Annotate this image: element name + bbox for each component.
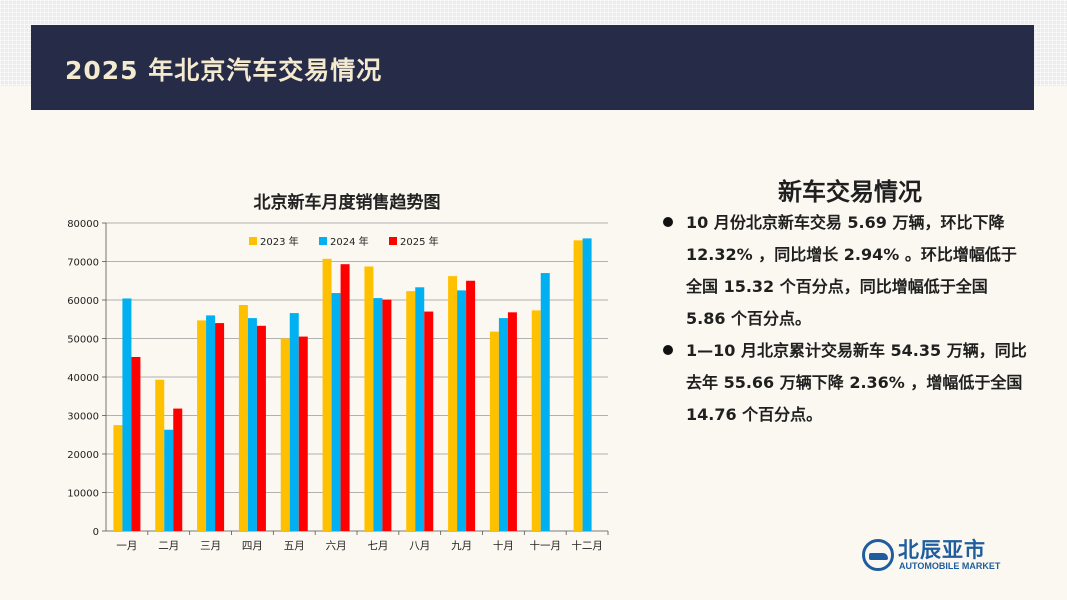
y-tick-label: 0 (93, 527, 99, 538)
bar (406, 291, 416, 531)
y-tick-label: 10000 (67, 489, 99, 500)
bar (457, 290, 467, 531)
bullet-item: 1—10 月北京累计交易新车 54.35 万辆，同比去年 55.66 万辆下降 … (662, 335, 1032, 431)
bar (122, 298, 132, 531)
x-tick-label: 七月 (367, 540, 388, 552)
bar (573, 240, 583, 531)
chart-svg: 北京新车月度销售趋势图 0 10000 20000 30000 40000 50000 600… (67, 192, 609, 552)
section-title: 新车交易情况 (778, 178, 922, 206)
bar (256, 325, 266, 531)
bar (206, 315, 216, 531)
bar (424, 311, 434, 531)
legend-label: 2023 年 (260, 235, 299, 248)
logo-name: 北辰亚市 (898, 538, 986, 562)
bar (582, 238, 592, 531)
bullet-list: 10 月份北京新车交易 5.69 万辆，环比下降 12.32% ，同比增长 2.… (662, 207, 1032, 431)
x-tick-label: 九月 (451, 540, 472, 552)
y-tick-label: 30000 (67, 412, 99, 423)
x-tick-label: 五月 (284, 540, 305, 552)
y-tick-label: 60000 (67, 296, 99, 307)
company-logo: 北辰亚市 AUTOMOBILE MARKET (862, 537, 1012, 577)
x-tick-label: 四月 (242, 540, 263, 552)
title-bar: 2025 年北京汽车交易情况 (31, 25, 1034, 110)
x-tick-label: 三月 (200, 540, 221, 552)
bar (322, 258, 332, 531)
bar (131, 356, 141, 531)
x-tick-label: 十月 (493, 539, 514, 552)
bar (340, 264, 350, 531)
bar (498, 318, 508, 531)
bar (489, 331, 499, 531)
legend-label: 2024 年 (330, 235, 369, 248)
bullet-item: 10 月份北京新车交易 5.69 万辆，环比下降 12.32% ，同比增长 2.… (662, 207, 1032, 335)
bar (289, 313, 299, 531)
legend-swatch (249, 237, 257, 245)
bar (466, 280, 476, 531)
logo-emblem-icon (862, 539, 894, 571)
bar (173, 408, 183, 531)
bar (280, 338, 290, 531)
legend-swatch (389, 237, 397, 245)
legend-swatch (319, 237, 327, 245)
bullet-text: 1—10 月北京累计交易新车 54.35 万辆，同比去年 55.66 万辆下降 … (686, 341, 1027, 424)
bar (540, 273, 550, 531)
bar (247, 318, 257, 531)
bar (113, 425, 123, 531)
bar (448, 276, 458, 531)
y-tick-label: 20000 (67, 450, 99, 461)
bar (531, 310, 541, 531)
bullet-dot-icon (663, 217, 673, 227)
bar (364, 266, 374, 531)
y-tick-label: 80000 (67, 219, 99, 230)
x-tick-label: 六月 (326, 540, 347, 552)
bar (197, 320, 207, 531)
bar (331, 293, 341, 531)
x-tick-label: 一月 (116, 540, 137, 552)
page-title: 2025 年北京汽车交易情况 (65, 56, 383, 85)
bar (238, 305, 248, 531)
bar (298, 336, 308, 531)
bullet-dot-icon (663, 345, 673, 355)
logo-subtitle: AUTOMOBILE MARKET (899, 561, 1001, 571)
bar-chart: 北京新车月度销售趋势图 0 10000 20000 30000 40000 50000 600… (55, 180, 630, 560)
x-tick-label: 八月 (409, 540, 430, 552)
bar (507, 312, 517, 531)
bullet-text: 10 月份北京新车交易 5.69 万辆，环比下降 12.32% ，同比增长 2.… (686, 213, 1017, 328)
bar (215, 323, 225, 531)
y-tick-label: 40000 (67, 373, 99, 384)
bar (164, 429, 174, 531)
x-tick-label: 二月 (158, 540, 179, 552)
bar (382, 299, 392, 531)
x-tick-label: 十一月 (530, 539, 562, 552)
x-tick-label: 十二月 (571, 539, 603, 552)
y-tick-label: 70000 (67, 258, 99, 269)
chart-title: 北京新车月度销售趋势图 (254, 192, 441, 213)
y-tick-label: 50000 (67, 335, 99, 346)
legend-label: 2025 年 (400, 235, 439, 248)
bar (155, 379, 165, 531)
bar (415, 287, 425, 531)
bar (373, 298, 383, 531)
